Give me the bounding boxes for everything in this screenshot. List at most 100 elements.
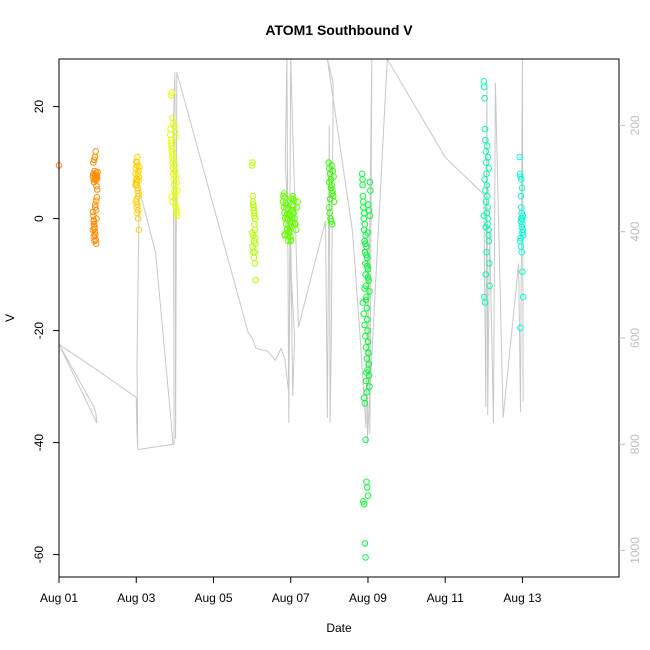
data-point (362, 332, 369, 340)
data-point (519, 229, 526, 236)
data-point (249, 159, 256, 166)
series-3 (248, 159, 259, 284)
data-point (173, 212, 181, 220)
y-axis: -60 -40 -20 0 20 (32, 100, 59, 564)
data-point (168, 89, 176, 96)
y-tick-label: 0 (32, 215, 46, 222)
data-point (174, 187, 181, 194)
data-point (483, 170, 490, 178)
data-point (362, 436, 369, 444)
data-point (480, 83, 488, 91)
data-point (363, 254, 371, 262)
data-point (91, 237, 98, 245)
data-point (92, 176, 99, 184)
data-point (250, 237, 258, 245)
data-point (485, 232, 492, 239)
series-4 (279, 190, 302, 245)
data-point (170, 181, 178, 189)
data-point (92, 197, 100, 204)
data-point (482, 271, 490, 278)
data-point (364, 492, 372, 500)
series-7 (480, 78, 493, 306)
y-tick-label: -20 (32, 322, 46, 340)
series-5 (325, 159, 338, 228)
x-tick-label: Aug 05 (194, 591, 232, 605)
data-point (481, 176, 488, 183)
points-layer (55, 78, 527, 561)
data-point (249, 192, 257, 200)
data-point (480, 212, 488, 220)
data-point (287, 237, 295, 245)
data-point (360, 500, 368, 508)
data-point (135, 190, 142, 197)
data-point (360, 310, 368, 318)
data-point (484, 142, 491, 150)
data-point (482, 187, 489, 194)
data-point (134, 206, 142, 214)
data-point (92, 148, 99, 155)
data-point (132, 158, 140, 165)
data-point (93, 182, 100, 190)
data-point (90, 233, 98, 240)
data-point (518, 184, 526, 192)
data-point (361, 220, 369, 228)
data-point (134, 153, 141, 161)
data-point (362, 377, 370, 385)
data-point (516, 153, 524, 161)
data-point (480, 78, 488, 85)
data-point (93, 172, 101, 179)
data-point (94, 168, 101, 176)
x-axis-label: Date (326, 621, 352, 635)
data-point (363, 355, 371, 362)
data-point (92, 204, 99, 211)
data-point (92, 206, 100, 214)
data-point (360, 209, 368, 217)
data-point (359, 192, 367, 200)
trace-layer (57, 57, 524, 450)
data-point (481, 125, 489, 133)
y-tick-label: -40 (32, 434, 46, 452)
data-point (486, 282, 493, 290)
data-point (251, 248, 259, 256)
data-point (169, 114, 176, 122)
data-point (363, 293, 370, 301)
chart-title: ATOM1 Southbound V (265, 22, 413, 38)
data-point (170, 120, 177, 127)
x-tick-label: Aug 11 (427, 591, 464, 605)
data-point (485, 260, 493, 267)
depth-trace-line (57, 57, 524, 450)
data-point (367, 187, 374, 194)
data-point (366, 383, 373, 390)
data-point (482, 223, 490, 231)
data-point (363, 388, 371, 396)
data-point (248, 162, 256, 169)
y-tick-label: 20 (32, 100, 46, 114)
right-tick-label: 600 (628, 328, 642, 348)
data-point (173, 209, 181, 217)
data-point (359, 176, 366, 183)
data-point (361, 285, 368, 292)
x-tick-label: Aug 01 (40, 591, 78, 605)
data-point (517, 192, 525, 200)
data-point (364, 338, 372, 346)
data-point (360, 215, 368, 222)
data-point (366, 288, 373, 295)
data-point (517, 234, 524, 242)
data-point (361, 321, 368, 329)
right-tick-label: 1000 (628, 537, 642, 564)
data-point (91, 223, 98, 231)
right-tick-label: 400 (628, 221, 642, 241)
data-point (519, 293, 527, 301)
data-point (482, 136, 489, 144)
y-tick-label: -60 (32, 546, 46, 564)
x-tick-label: Aug 07 (272, 591, 310, 605)
data-point (362, 554, 369, 561)
data-point (360, 498, 367, 505)
data-point (362, 296, 370, 304)
data-point (364, 229, 371, 236)
right-axis: 200 400 600 800 1000 (619, 115, 642, 564)
data-point (363, 251, 370, 259)
data-point (365, 276, 373, 284)
data-point (328, 218, 335, 225)
series-2 (166, 89, 181, 220)
